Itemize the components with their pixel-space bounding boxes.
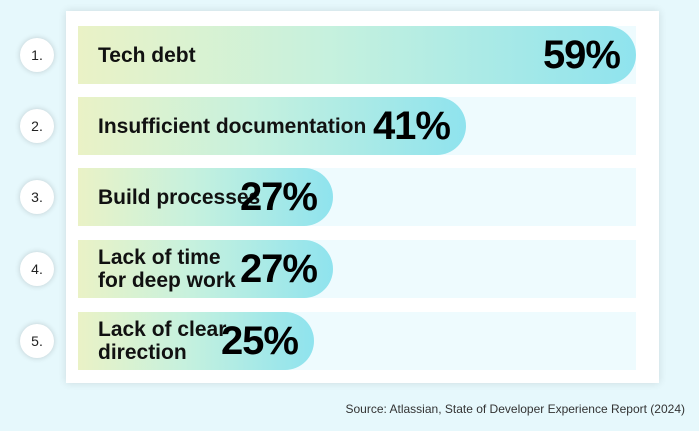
- bar-label: Tech debt: [98, 43, 196, 67]
- bar-label: Lack of time for deep work: [98, 246, 236, 292]
- bar-row: Build processes 27%: [78, 168, 636, 226]
- source-note: Source: Atlassian, State of Developer Ex…: [345, 402, 685, 416]
- bar-value-label: 25%: [220, 318, 299, 363]
- bar-value-label: 27%: [239, 246, 318, 291]
- bar-label: Lack of clear direction: [98, 318, 227, 364]
- rank-badge: 1.: [20, 38, 54, 72]
- bar-row: Lack of time for deep work 27%: [78, 240, 636, 298]
- bar: [78, 312, 314, 370]
- rank-badge: 3.: [20, 180, 54, 214]
- rank-badge: 4.: [20, 252, 54, 286]
- bar-label: Build processes: [98, 185, 261, 209]
- bar-value-label: 59%: [542, 32, 621, 77]
- bar-value-label: 27%: [239, 174, 318, 219]
- bar-row: Insufficient documentation 41%: [78, 97, 636, 155]
- bar: [78, 240, 333, 298]
- rank-badge: 2.: [20, 109, 54, 143]
- bar: [78, 97, 466, 155]
- bar: [78, 168, 333, 226]
- bar-row: Tech debt 59%: [78, 26, 636, 84]
- bar-row: Lack of clear direction 25%: [78, 312, 636, 370]
- bar-label: Insufficient documentation: [98, 114, 367, 138]
- rank-badge: 5.: [20, 324, 54, 358]
- bar-value-label: 41%: [372, 103, 451, 148]
- bar: [78, 26, 636, 84]
